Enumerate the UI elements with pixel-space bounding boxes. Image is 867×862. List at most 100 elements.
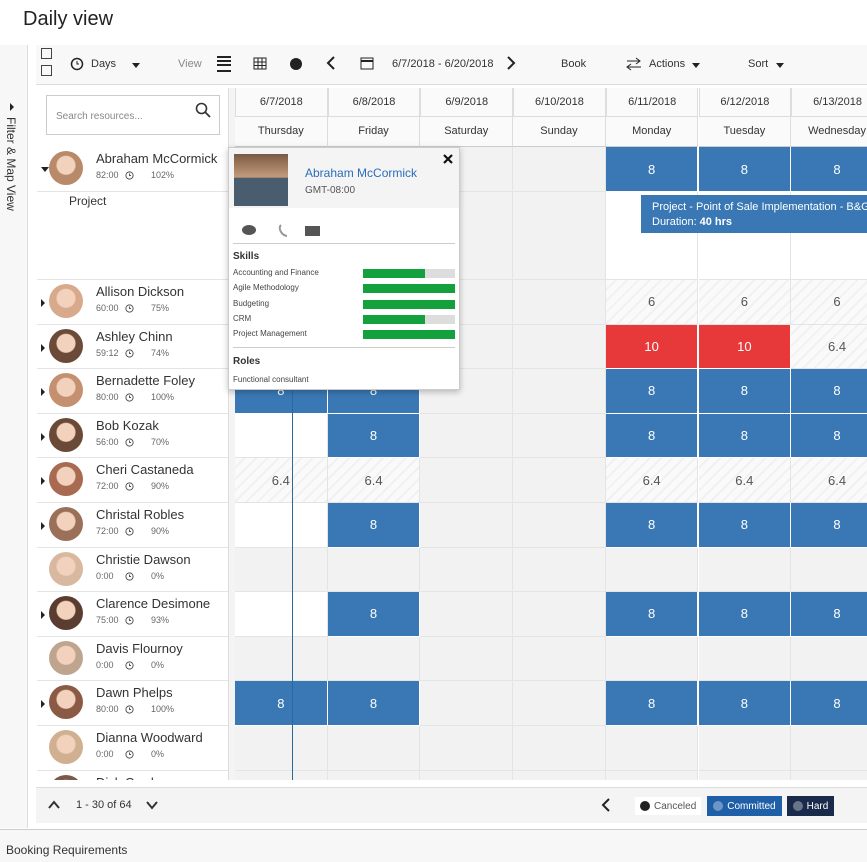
legend-label: Hard bbox=[806, 800, 829, 812]
day-cell[interactable]: 6 bbox=[698, 280, 792, 325]
day-cell bbox=[235, 592, 328, 637]
legend-item[interactable]: Canceled bbox=[634, 796, 703, 816]
search-icon bbox=[195, 102, 211, 118]
page-down[interactable] bbox=[146, 800, 158, 810]
days-dropdown[interactable] bbox=[132, 63, 140, 68]
day-cell[interactable]: 8 bbox=[605, 503, 699, 548]
day-cell[interactable]: 6.4 bbox=[698, 458, 792, 503]
booking-bar[interactable]: Project - Point of Sale Implementation -… bbox=[641, 195, 867, 233]
day-cell[interactable]: 8 bbox=[698, 592, 792, 637]
day-cell[interactable]: 8 bbox=[605, 147, 699, 192]
duration-label: Duration: bbox=[652, 216, 697, 228]
resource-row[interactable]: Christal Robles 72:00 90% bbox=[37, 503, 228, 548]
calendar-icon[interactable] bbox=[360, 56, 374, 70]
day-cell bbox=[605, 770, 699, 780]
day-cell bbox=[513, 369, 606, 414]
sidebar[interactable]: Filter & Map View bbox=[0, 45, 28, 828]
date-header: 6/9/2018 bbox=[420, 88, 514, 117]
day-cell bbox=[513, 280, 606, 325]
skill-name: Accounting and Finance bbox=[233, 268, 319, 277]
sort-dropdown[interactable] bbox=[776, 63, 784, 68]
day-cell[interactable]: 8 bbox=[605, 413, 699, 459]
resource-utilization: 100% bbox=[151, 704, 175, 715]
day-cell[interactable]: 8 bbox=[327, 503, 421, 548]
avatar bbox=[49, 151, 83, 185]
grid-view-icon[interactable] bbox=[253, 57, 267, 70]
legend-prev[interactable] bbox=[601, 798, 611, 812]
prev-range[interactable] bbox=[326, 56, 336, 70]
resource-utilization: 0% bbox=[151, 749, 165, 759]
day-cell[interactable]: 8 bbox=[327, 413, 421, 459]
day-cell[interactable]: 8 bbox=[605, 369, 699, 414]
contact-icons[interactable] bbox=[241, 224, 331, 238]
bottom-panel[interactable]: Booking Requirements bbox=[0, 829, 867, 862]
expand-all[interactable] bbox=[41, 48, 52, 59]
resource-row[interactable]: Abraham McCormick 82:00 102% bbox=[37, 147, 228, 192]
day-cell[interactable]: 6.4 bbox=[791, 324, 867, 370]
sort-button[interactable]: Sort bbox=[748, 58, 769, 70]
actions-button[interactable]: Actions bbox=[649, 58, 686, 70]
resource-row[interactable]: Bob Kozak 56:00 70% bbox=[37, 413, 228, 459]
resource-row[interactable]: Clarence Desimone 75:00 93% bbox=[37, 592, 228, 637]
resource-row[interactable]: Allison Dickson 60:00 75% bbox=[37, 280, 228, 325]
resource-row[interactable]: Cheri Castaneda 72:00 90% bbox=[37, 458, 228, 503]
role: Functional consultant bbox=[233, 375, 309, 384]
day-cell[interactable]: 8 bbox=[791, 369, 867, 414]
book-button[interactable]: Book bbox=[561, 58, 587, 70]
day-cell[interactable]: 8 bbox=[698, 681, 792, 726]
time-indicator bbox=[292, 147, 293, 780]
day-cell[interactable]: 8 bbox=[791, 592, 867, 637]
day-cell[interactable]: 6.4 bbox=[327, 458, 421, 503]
day-cell bbox=[513, 547, 606, 593]
actions-dropdown[interactable] bbox=[692, 63, 700, 68]
footer: 1 - 30 of 64 Canceled Committed Hard bbox=[36, 787, 867, 823]
card-name[interactable]: Abraham McCormick bbox=[305, 166, 418, 180]
day-cell[interactable]: 8 bbox=[698, 369, 792, 414]
resource-row[interactable]: Dianna Woodward 0:00 0% bbox=[37, 726, 228, 771]
days-button[interactable]: Days bbox=[91, 58, 117, 70]
avatar bbox=[49, 640, 83, 675]
day-cell[interactable]: 8 bbox=[791, 147, 867, 192]
day-cell[interactable]: 10 bbox=[605, 324, 699, 370]
collapse-all[interactable] bbox=[41, 65, 52, 76]
day-cell[interactable]: 8 bbox=[605, 681, 699, 726]
resource-row[interactable]: Bernadette Foley 80:00 100% bbox=[37, 369, 228, 414]
resource-row[interactable]: Davis Flournoy 0:00 0% bbox=[37, 636, 228, 682]
avatar bbox=[49, 284, 83, 318]
day-cell[interactable]: 8 bbox=[698, 413, 792, 459]
resource-row[interactable]: Ashley Chinn 59:12 74% bbox=[37, 324, 228, 370]
day-cell[interactable]: 8 bbox=[698, 147, 792, 192]
map-view-icon[interactable] bbox=[289, 57, 303, 71]
legend-item[interactable]: Committed bbox=[707, 796, 782, 816]
day-cell[interactable]: 8 bbox=[791, 681, 867, 726]
search-box[interactable]: Search resources... bbox=[46, 95, 220, 135]
day-cell bbox=[698, 770, 792, 780]
day-cell[interactable]: 6.4 bbox=[235, 458, 328, 503]
day-cell[interactable]: 6.4 bbox=[605, 458, 699, 503]
day-cell[interactable]: 8 bbox=[605, 592, 699, 637]
list-view-icon[interactable] bbox=[216, 55, 232, 73]
day-cell[interactable]: 8 bbox=[327, 592, 421, 637]
next-range[interactable] bbox=[506, 56, 516, 70]
day-cell[interactable]: 10 bbox=[698, 324, 792, 370]
resource-hours: 80:00 bbox=[96, 392, 119, 403]
day-cell bbox=[420, 770, 514, 780]
day-cell[interactable]: 8 bbox=[791, 413, 867, 459]
resource-hours: 56:00 bbox=[96, 436, 119, 447]
resource-utilization: 90% bbox=[151, 526, 170, 536]
day-cell[interactable]: 8 bbox=[235, 681, 328, 726]
resource-row[interactable]: Dick Cowley0:000% bbox=[37, 770, 228, 780]
resource-row[interactable]: Christie Dawson 0:00 0% bbox=[37, 547, 228, 593]
day-cell[interactable]: 6.4 bbox=[791, 458, 867, 503]
day-cell[interactable]: 6 bbox=[791, 280, 867, 325]
card-close[interactable] bbox=[443, 154, 453, 164]
page-up[interactable] bbox=[48, 800, 60, 810]
day-cell bbox=[791, 636, 867, 682]
legend-item[interactable]: Hard bbox=[786, 796, 835, 816]
booking-title: Project - Point of Sale Implementation -… bbox=[652, 201, 867, 213]
day-cell[interactable]: 8 bbox=[791, 503, 867, 548]
day-cell[interactable]: 8 bbox=[698, 503, 792, 548]
day-cell[interactable]: 8 bbox=[327, 681, 421, 726]
resource-row[interactable]: Dawn Phelps 80:00 100% bbox=[37, 681, 228, 726]
day-cell[interactable]: 6 bbox=[605, 280, 699, 325]
